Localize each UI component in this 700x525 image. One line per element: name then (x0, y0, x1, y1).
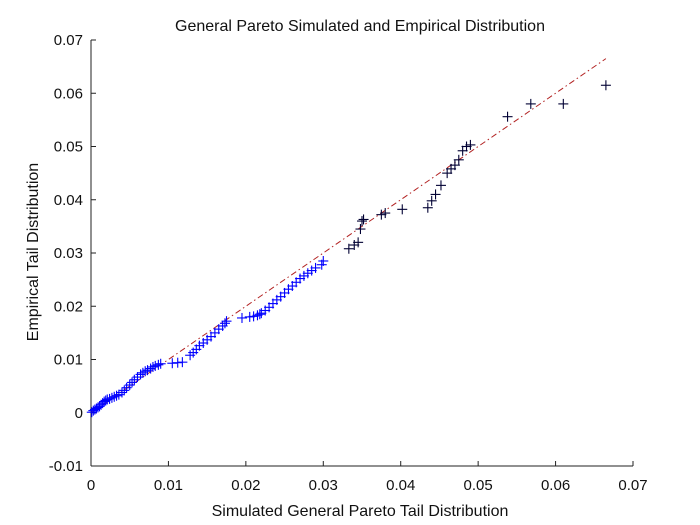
y-tick-label: 0.07 (54, 32, 83, 49)
data-point (111, 390, 122, 401)
data-point (147, 361, 158, 372)
x-tick-label: 0.06 (541, 477, 570, 494)
data-point (116, 387, 127, 398)
data-point (127, 377, 138, 388)
x-tick-label: 0.04 (386, 477, 415, 494)
data-point (153, 359, 164, 370)
y-tick-label: -0.01 (49, 458, 83, 475)
data-point (343, 243, 354, 254)
data-point (140, 366, 151, 377)
data-point (219, 318, 230, 329)
x-tick-label: 0.01 (154, 477, 183, 494)
data-point (525, 98, 536, 109)
data-point (453, 154, 464, 165)
data-point (145, 363, 156, 374)
data-point (430, 189, 441, 200)
y-tick-label: 0.01 (54, 352, 83, 369)
data-point (155, 358, 166, 369)
y-tick-label: 0.04 (54, 192, 83, 209)
data-point (124, 380, 135, 391)
y-tick-label: 0 (75, 405, 83, 422)
data-point (353, 237, 364, 248)
data-point (104, 393, 115, 404)
data-point (221, 316, 232, 327)
data-point (119, 385, 130, 396)
axes: 0 0.01 0.02 0.03 0.04 0.05 0.06 0.07-0.0100.010… (49, 32, 648, 494)
data-point (422, 202, 433, 213)
y-axis-label: Empirical Tail Distribution (25, 163, 42, 341)
y-tick-label: 0.05 (54, 139, 83, 156)
data-point (236, 312, 247, 323)
data-point (106, 392, 117, 403)
y-tick-label: 0.02 (54, 298, 83, 315)
points-layer (86, 80, 611, 418)
data-point (355, 224, 366, 235)
chart-title: General Pareto Simulated and Empirical D… (175, 18, 545, 35)
x-tick-label: 0.05 (464, 477, 493, 494)
data-point (380, 208, 391, 219)
data-point (254, 309, 265, 320)
x-tick-label: 0 (87, 477, 95, 494)
reference-line-layer (90, 58, 607, 414)
data-point (318, 255, 329, 266)
data-point (177, 357, 188, 368)
data-point (465, 139, 476, 150)
x-tick-label: 0.02 (231, 477, 260, 494)
x-tick-label: 0.03 (309, 477, 338, 494)
data-point (137, 367, 148, 378)
x-tick-label: 0.07 (618, 477, 647, 494)
reference-line (90, 58, 607, 414)
data-point (600, 80, 611, 91)
data-point (310, 262, 321, 273)
data-point (357, 216, 367, 227)
x-axis-label: Simulated General Pareto Tail Distributi… (212, 503, 509, 520)
data-point (109, 391, 120, 402)
data-point (397, 204, 408, 215)
data-point (449, 160, 460, 171)
y-tick-label: 0.06 (54, 85, 83, 102)
data-point (435, 180, 446, 191)
data-point (558, 98, 569, 109)
data-point (502, 111, 513, 122)
data-point (358, 214, 369, 225)
y-tick-label: 0.03 (54, 245, 83, 262)
data-point (426, 195, 437, 206)
